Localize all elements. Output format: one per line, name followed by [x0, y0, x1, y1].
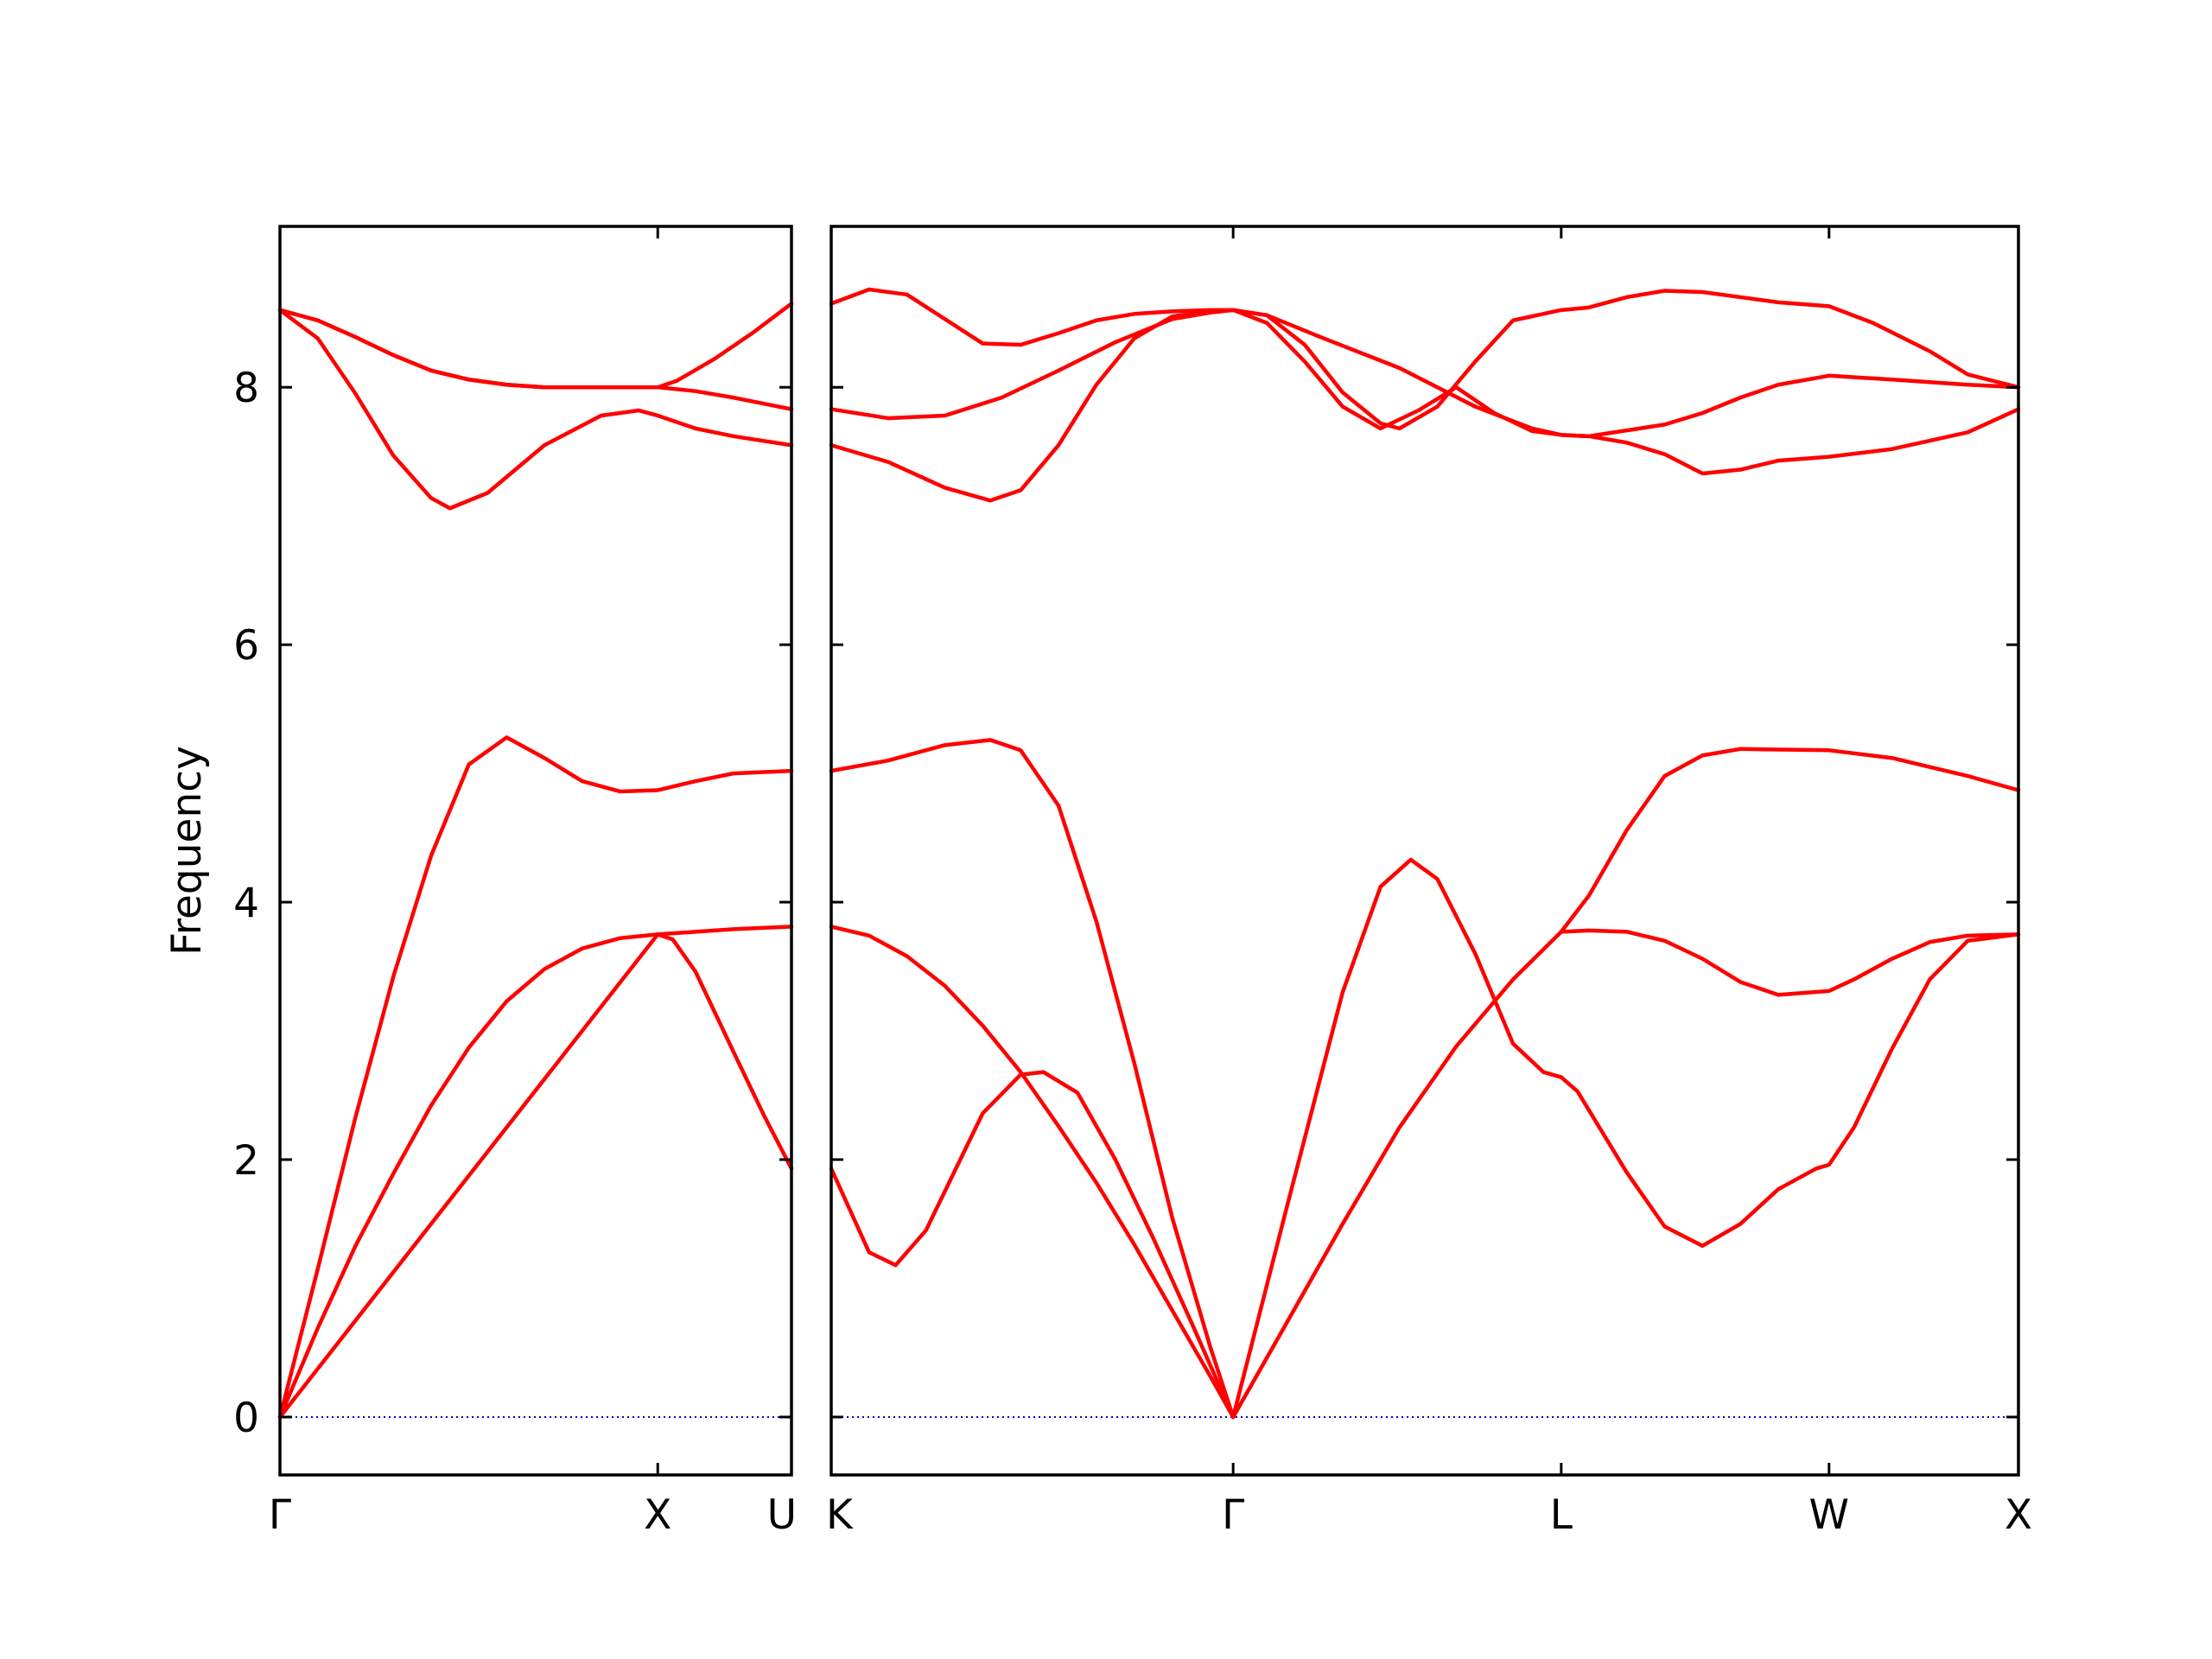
x-tick-label: Γ [269, 1491, 291, 1539]
x-tick-label: W [1809, 1491, 1849, 1539]
y-tick-label: 0 [233, 1395, 259, 1442]
plot-area: Frequency 0 2 4 6 8 Γ X U K Γ L W X [163, 225, 2032, 1539]
x-tick-label: K [826, 1491, 854, 1539]
band-line [277, 932, 794, 1420]
band-line [277, 735, 794, 1420]
y-tick-label: 4 [233, 880, 259, 927]
y-tick-label: 8 [233, 365, 259, 412]
band-line [1230, 928, 2021, 1420]
band-line [829, 925, 1236, 1420]
band-line [829, 1070, 1236, 1420]
x-tick-label: L [1550, 1491, 1573, 1539]
y-axis-label: Frequency [163, 746, 211, 956]
band-line [829, 308, 2021, 503]
x-tick-label: X [644, 1491, 671, 1539]
band-line [829, 738, 1236, 1420]
x-tick-label: U [767, 1491, 797, 1539]
band-line [1559, 747, 2021, 934]
x-tick-label: X [2005, 1491, 2032, 1539]
band-line [1230, 857, 2021, 1420]
band-line [829, 287, 2021, 431]
band-line [277, 308, 794, 511]
y-tick-label: 6 [233, 622, 259, 670]
panel-frame [830, 225, 2020, 1477]
x-tick-label: Γ [1222, 1491, 1244, 1539]
panel-frame [278, 225, 793, 1477]
band-line [829, 308, 2021, 439]
band-line [277, 302, 794, 390]
y-tick-label: 2 [233, 1137, 259, 1185]
band-line [277, 925, 794, 1420]
